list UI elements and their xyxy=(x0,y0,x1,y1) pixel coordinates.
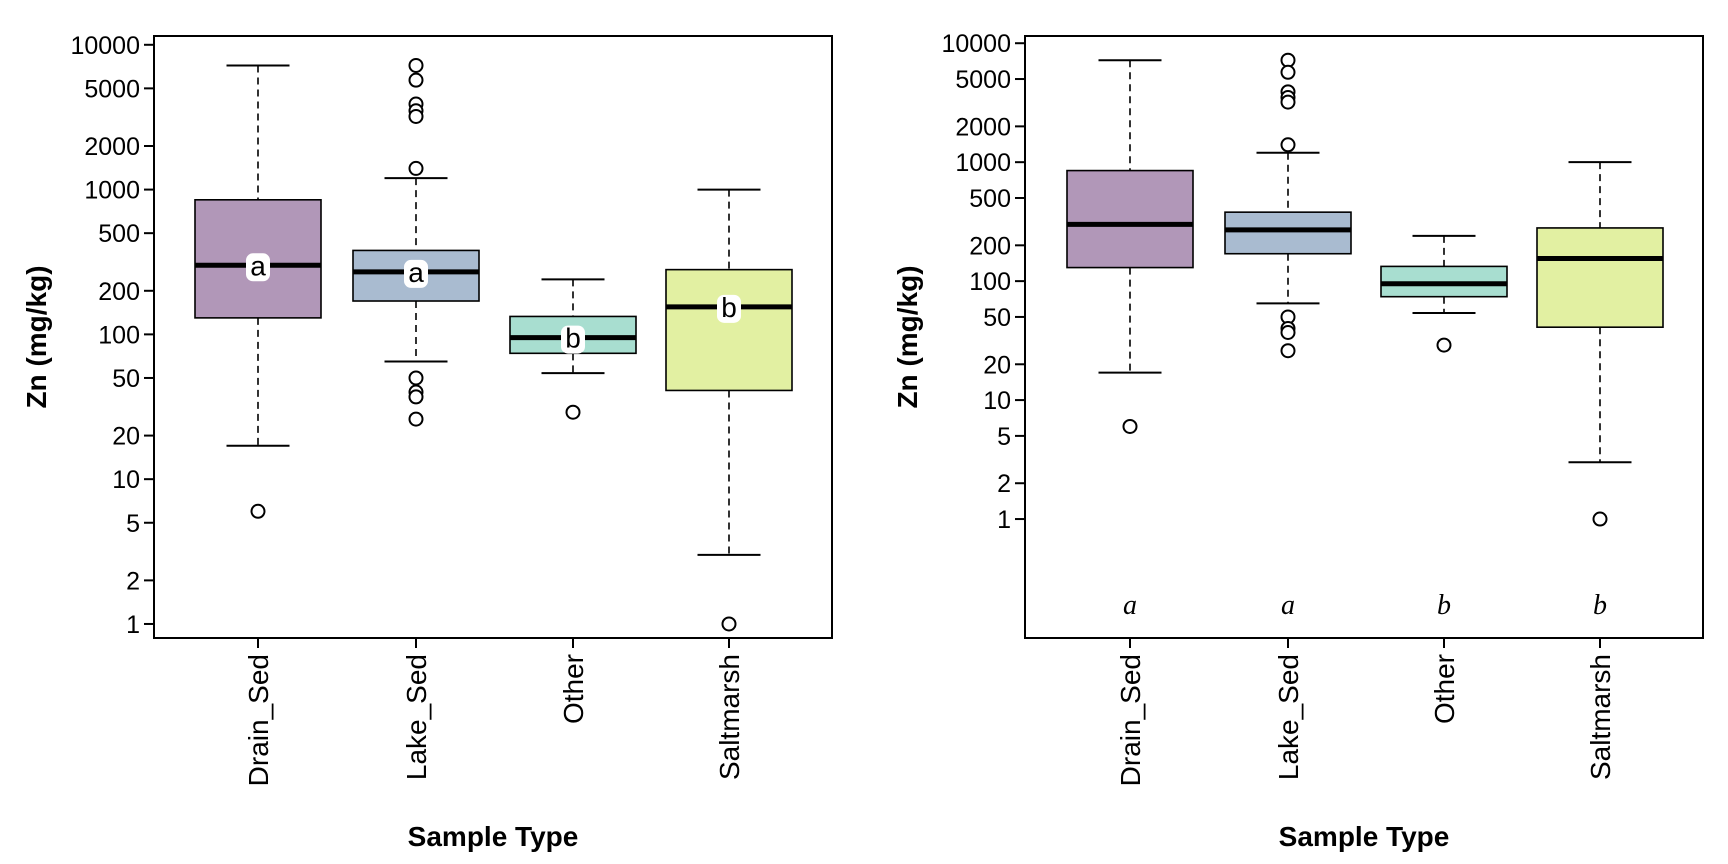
y-tick-label: 5 xyxy=(997,423,1011,451)
box-Other: Other b xyxy=(509,278,637,724)
outlier-point xyxy=(408,160,424,176)
chart-panel-2: 1 2 5 10 20 50 100 200 500 1000 2000 5000 10000 Zn (m… xyxy=(892,30,1704,852)
group-letter: b xyxy=(1593,590,1607,621)
group-letter: a xyxy=(250,250,266,281)
y-tick-label: 2 xyxy=(997,470,1011,498)
iqr-box xyxy=(1066,169,1194,269)
outlier-point xyxy=(1280,52,1296,68)
outlier-point xyxy=(408,370,424,386)
box-Lake_Sed: Lake_Sed a xyxy=(1224,52,1352,780)
y-tick-label: 50 xyxy=(112,365,140,393)
x-tick-label: Lake_Sed xyxy=(401,654,432,780)
y-tick-label: 50 xyxy=(983,304,1011,332)
plot-frame xyxy=(153,35,833,639)
y-axis-title: Zn (mg/kg) xyxy=(892,265,923,408)
y-tick-label: 10 xyxy=(112,466,140,494)
y-tick-label: 5000 xyxy=(84,75,140,103)
outlier-point xyxy=(1280,343,1296,359)
outlier-point xyxy=(1280,137,1296,153)
x-axis-title: Sample Type xyxy=(1279,821,1450,852)
box-Lake_Sed: Lake_Sed a xyxy=(352,57,480,780)
box-Other: Other b xyxy=(1380,234,1508,724)
outlier-point xyxy=(1122,418,1138,434)
y-tick-label: 1 xyxy=(126,611,140,639)
y-tick-label: 1000 xyxy=(84,177,140,205)
plot-frame xyxy=(1024,35,1704,639)
y-axis-title: Zn (mg/kg) xyxy=(21,265,52,408)
outlier-point xyxy=(408,411,424,427)
y-tick-label: 2000 xyxy=(84,133,140,161)
y-tick-label: 500 xyxy=(969,185,1011,213)
y-tick-label: 500 xyxy=(98,220,140,248)
outlier-point xyxy=(408,389,424,405)
y-tick-label: 10000 xyxy=(941,30,1011,58)
y-tick-label: 20 xyxy=(983,351,1011,379)
x-tick-label: Other xyxy=(558,654,589,724)
outlier-point xyxy=(721,616,737,632)
x-tick-label: Drain_Sed xyxy=(243,654,274,786)
group-letter: b xyxy=(721,292,737,323)
y-tick-label: 200 xyxy=(969,232,1011,260)
y-tick-label: 200 xyxy=(98,278,140,306)
y-tick-label: 5 xyxy=(126,510,140,538)
x-tick-label: Other xyxy=(1429,654,1460,724)
outlier-point xyxy=(1592,511,1608,527)
y-tick-label: 5000 xyxy=(955,66,1011,94)
box-Saltmarsh: Saltmarsh b xyxy=(665,188,793,780)
x-tick-label: Saltmarsh xyxy=(1585,654,1616,780)
x-tick-label: Lake_Sed xyxy=(1273,654,1304,780)
y-tick-label: 1 xyxy=(997,506,1011,534)
outlier-point xyxy=(250,503,266,519)
group-letter-halo xyxy=(404,259,428,288)
y-tick-label: 100 xyxy=(98,321,140,349)
y-tick-label: 10 xyxy=(983,387,1011,415)
group-letter-halo xyxy=(561,325,585,354)
group-letter: b xyxy=(565,323,581,354)
y-tick-label: 2 xyxy=(126,567,140,595)
group-letter-halo xyxy=(246,253,270,282)
outlier-point xyxy=(565,404,581,420)
group-letter: a xyxy=(408,257,424,288)
outlier-point xyxy=(1436,337,1452,353)
chart-panel-1: 1 2 5 10 20 50 100 200 500 1000 2000 5000 10000 Zn (m… xyxy=(21,32,833,852)
group-letter: a xyxy=(1123,590,1137,621)
group-letter: a xyxy=(1281,590,1295,621)
x-tick-label: Saltmarsh xyxy=(714,654,745,780)
box-Drain_Sed: Drain_Sed a xyxy=(1066,59,1194,786)
iqr-box xyxy=(1224,211,1352,255)
x-axis-title: Sample Type xyxy=(408,821,579,852)
box-Saltmarsh: Saltmarsh b xyxy=(1536,161,1664,780)
outlier-point xyxy=(1280,324,1296,340)
group-letter-halo xyxy=(717,294,741,323)
outlier-point xyxy=(408,108,424,124)
box-Drain_Sed: Drain_Sed a xyxy=(194,64,322,786)
outlier-point xyxy=(408,72,424,88)
y-tick-label: 20 xyxy=(112,423,140,451)
outlier-point xyxy=(408,57,424,73)
outlier-point xyxy=(1280,64,1296,80)
iqr-box xyxy=(665,268,793,392)
x-tick-label: Drain_Sed xyxy=(1115,654,1146,786)
y-tick-label: 100 xyxy=(969,268,1011,296)
iqr-box xyxy=(1536,227,1664,328)
y-tick-label: 1000 xyxy=(955,149,1011,177)
y-tick-label: 2000 xyxy=(955,113,1011,141)
outlier-point xyxy=(1280,94,1296,110)
group-letter: b xyxy=(1437,590,1451,621)
y-tick-label: 10000 xyxy=(70,32,140,60)
